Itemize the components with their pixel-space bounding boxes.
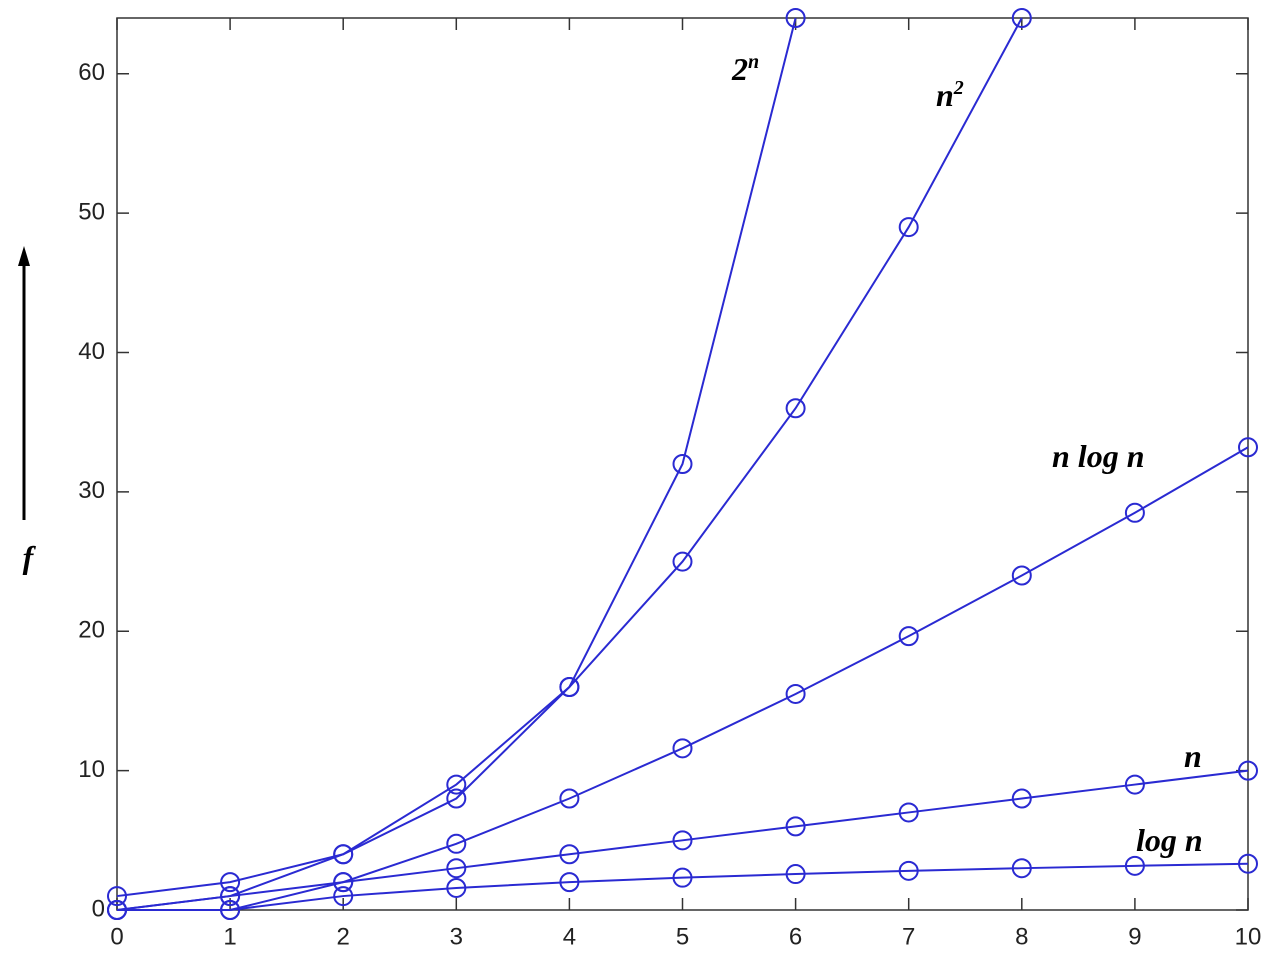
x-tick-label: 9 <box>1128 923 1141 950</box>
x-tick-label: 2 <box>337 923 350 950</box>
point <box>559 788 580 809</box>
point <box>672 867 693 888</box>
y-axis-label: f <box>23 539 37 575</box>
point <box>446 877 467 898</box>
y-tick-label: 30 <box>78 477 105 504</box>
y-tick-label: 20 <box>78 617 105 644</box>
y-tick-label: 0 <box>92 895 105 922</box>
point <box>220 886 241 907</box>
point <box>333 844 354 865</box>
x-tick-label: 5 <box>676 923 689 950</box>
point <box>898 860 919 881</box>
x-tick-label: 3 <box>450 923 463 950</box>
point <box>1011 8 1032 28</box>
series-line <box>229 862 1249 911</box>
point <box>333 872 354 893</box>
point <box>107 900 127 920</box>
point <box>672 551 693 572</box>
series-label-base: n <box>1184 738 1202 774</box>
point <box>672 738 693 759</box>
series-label-base: n <box>936 77 954 113</box>
x-tick-label: 8 <box>1015 923 1028 950</box>
series-line <box>116 17 797 898</box>
x-tick-label: 6 <box>789 923 802 950</box>
point <box>559 844 580 865</box>
y-tick-label: 50 <box>78 198 105 225</box>
series-label-sup: n <box>748 51 759 73</box>
series-label-base: log n <box>1136 822 1203 858</box>
point <box>1124 502 1145 523</box>
series-label-base: 2 <box>731 51 748 87</box>
y-tick-label: 10 <box>78 756 105 783</box>
point <box>446 833 467 854</box>
point <box>785 864 806 885</box>
point <box>898 802 919 823</box>
point <box>898 626 919 647</box>
series-line <box>116 17 1023 911</box>
point <box>1011 788 1032 809</box>
series-label-sup: 2 <box>953 77 964 99</box>
x-tick-label: 4 <box>563 923 576 950</box>
point <box>333 886 354 907</box>
x-tick-label: 0 <box>110 923 123 950</box>
point <box>1238 437 1258 458</box>
point <box>1124 855 1145 876</box>
point <box>446 858 467 879</box>
series-label: n log n <box>1052 438 1144 474</box>
point <box>1238 760 1258 781</box>
y-tick-label: 40 <box>78 338 105 365</box>
series-line <box>116 769 1249 911</box>
point <box>785 398 806 419</box>
point <box>446 788 467 809</box>
y-tick-label: 60 <box>78 59 105 86</box>
x-tick-label: 7 <box>902 923 915 950</box>
x-tick-label: 10 <box>1235 923 1262 950</box>
point <box>220 900 241 920</box>
point <box>785 683 806 704</box>
point <box>107 886 127 907</box>
point <box>672 830 693 851</box>
point <box>1238 853 1258 874</box>
point <box>1011 565 1032 586</box>
point <box>446 774 467 795</box>
point <box>898 217 919 238</box>
point <box>559 872 580 893</box>
point <box>1124 774 1145 795</box>
series-label: 2n <box>731 51 759 87</box>
point <box>1011 858 1032 879</box>
point <box>559 677 580 697</box>
point <box>672 454 693 474</box>
series-label: log n <box>1136 822 1203 858</box>
series-label: n2 <box>936 77 964 113</box>
point <box>785 8 806 28</box>
series-label: n <box>1184 738 1202 774</box>
point <box>220 872 241 893</box>
point <box>785 816 806 837</box>
series-line <box>117 446 1249 911</box>
y-arrow-head <box>18 246 30 266</box>
x-tick-label: 1 <box>223 923 236 950</box>
series-label-base: n log n <box>1052 438 1144 474</box>
